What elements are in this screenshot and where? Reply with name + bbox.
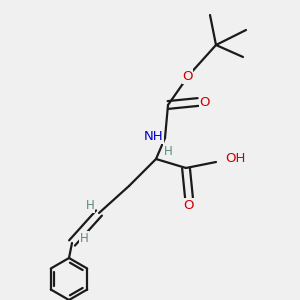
- Text: OH: OH: [225, 152, 245, 166]
- Text: O: O: [200, 95, 210, 109]
- Text: O: O: [182, 70, 193, 83]
- Text: H: H: [85, 199, 94, 212]
- Text: NH: NH: [144, 130, 164, 143]
- Text: O: O: [184, 199, 194, 212]
- Text: H: H: [164, 145, 172, 158]
- Text: H: H: [80, 232, 88, 245]
